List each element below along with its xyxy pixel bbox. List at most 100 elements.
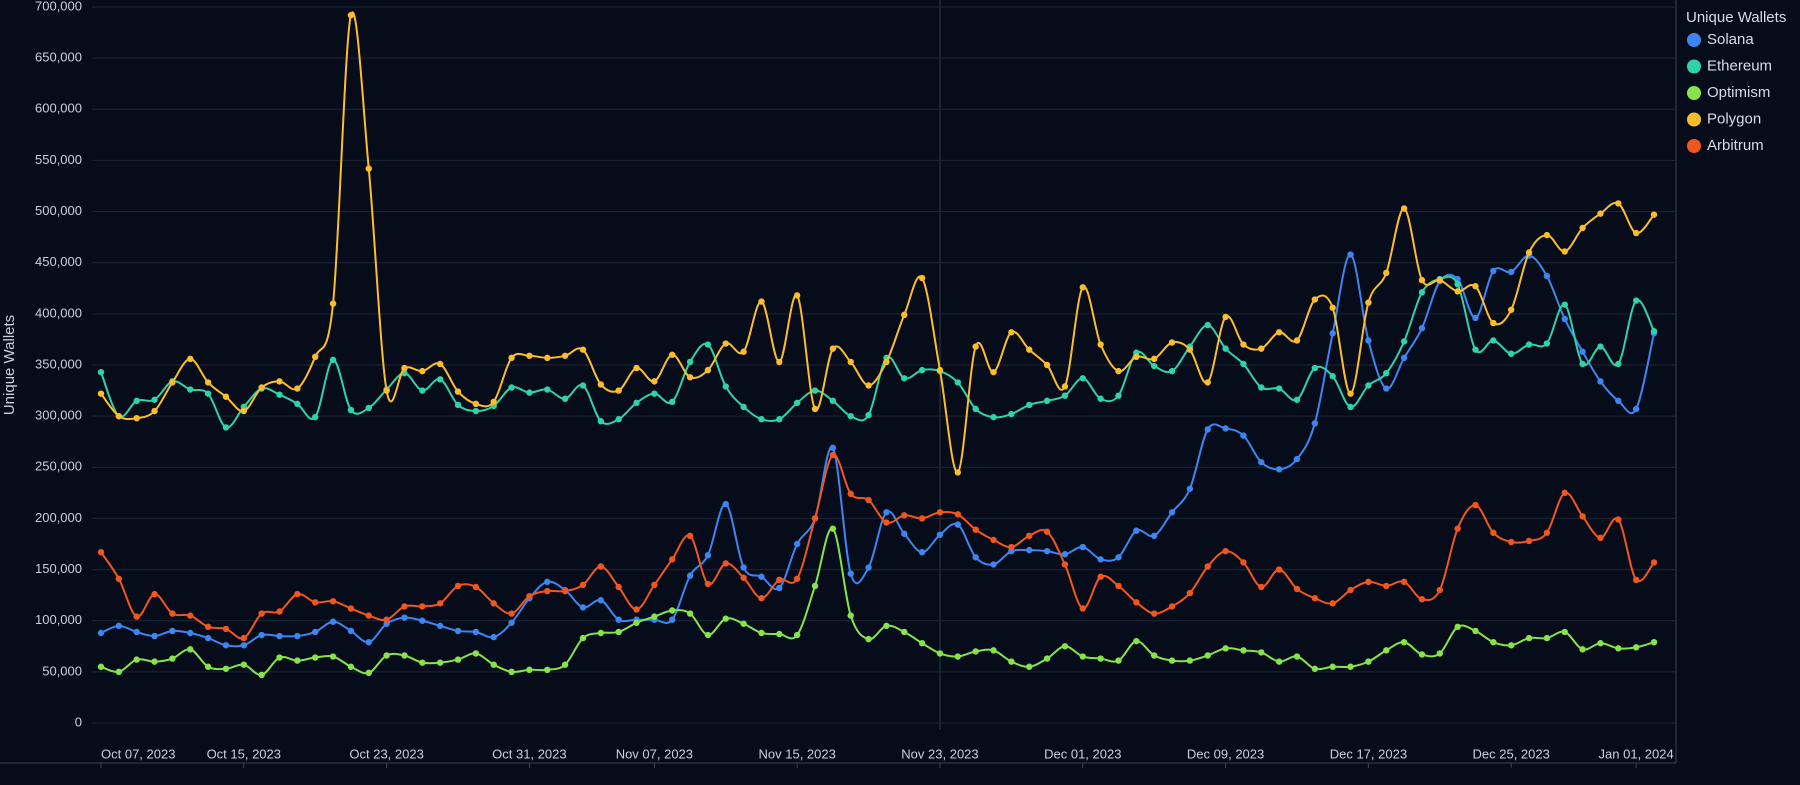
data-point bbox=[633, 399, 640, 407]
data-point bbox=[633, 619, 640, 626]
data-point bbox=[490, 600, 497, 607]
x-tick-label: Dec 09, 2023 bbox=[1187, 746, 1264, 761]
data-point bbox=[472, 407, 480, 415]
data-point bbox=[1650, 211, 1658, 218]
data-point bbox=[704, 580, 712, 588]
data-point bbox=[704, 341, 712, 348]
data-point bbox=[722, 560, 729, 567]
data-point bbox=[704, 552, 712, 559]
data-point bbox=[1079, 284, 1086, 291]
data-point bbox=[204, 663, 212, 670]
data-point bbox=[1293, 653, 1301, 660]
data-point bbox=[1222, 425, 1229, 432]
data-point bbox=[454, 388, 462, 395]
data-point bbox=[1579, 513, 1586, 520]
data-point bbox=[722, 340, 729, 347]
data-point bbox=[1150, 355, 1158, 363]
data-point bbox=[508, 354, 515, 362]
data-point bbox=[1311, 420, 1319, 427]
data-point bbox=[865, 382, 872, 389]
data-point bbox=[722, 615, 729, 622]
data-point bbox=[793, 631, 801, 639]
data-point bbox=[347, 11, 355, 19]
data-point bbox=[169, 379, 176, 386]
data-point bbox=[347, 605, 355, 612]
data-point bbox=[1204, 426, 1211, 433]
data-point bbox=[1240, 432, 1247, 439]
data-point bbox=[1186, 346, 1194, 353]
data-point bbox=[169, 610, 176, 617]
data-point bbox=[865, 564, 872, 571]
data-point bbox=[1026, 401, 1033, 409]
data-point bbox=[1133, 527, 1140, 534]
data-point bbox=[972, 554, 979, 561]
data-point bbox=[490, 661, 497, 668]
data-point bbox=[758, 416, 765, 423]
data-point bbox=[1150, 532, 1158, 540]
data-point bbox=[1507, 268, 1515, 276]
y-tick-label: 300,000 bbox=[35, 408, 82, 423]
data-point bbox=[1258, 345, 1265, 352]
data-point bbox=[276, 632, 283, 640]
data-point bbox=[1490, 529, 1497, 536]
data-point bbox=[133, 628, 140, 636]
data-point bbox=[1258, 583, 1265, 591]
data-point bbox=[454, 627, 462, 635]
data-point bbox=[1061, 383, 1069, 390]
data-point bbox=[686, 374, 694, 381]
data-point bbox=[776, 576, 783, 583]
data-point bbox=[1079, 543, 1086, 551]
data-point bbox=[1579, 224, 1586, 232]
data-point bbox=[1061, 392, 1069, 399]
data-point bbox=[1597, 640, 1604, 647]
data-point bbox=[1061, 561, 1069, 568]
data-point bbox=[1204, 652, 1211, 659]
data-point bbox=[1579, 348, 1586, 355]
data-point bbox=[615, 416, 622, 423]
data-point bbox=[1097, 573, 1104, 580]
data-point bbox=[1115, 367, 1122, 375]
data-point bbox=[1418, 276, 1426, 284]
data-point bbox=[1222, 345, 1229, 352]
data-point bbox=[187, 386, 194, 393]
data-point bbox=[490, 398, 497, 406]
x-tick-label: Oct 07, 2023 bbox=[101, 746, 175, 761]
data-point bbox=[1561, 315, 1568, 323]
data-point bbox=[686, 358, 694, 366]
data-point bbox=[1472, 501, 1479, 509]
data-point bbox=[651, 613, 658, 620]
data-point bbox=[1115, 657, 1122, 664]
legend-label: Polygon bbox=[1707, 110, 1761, 127]
data-point bbox=[1615, 360, 1622, 368]
data-point bbox=[1383, 369, 1390, 377]
data-point bbox=[222, 393, 230, 400]
legend-swatch bbox=[1687, 59, 1701, 74]
data-point bbox=[204, 634, 212, 642]
data-point bbox=[776, 416, 783, 423]
data-point bbox=[436, 659, 444, 666]
data-point bbox=[1008, 329, 1015, 336]
legend-swatch bbox=[1687, 112, 1701, 127]
data-point bbox=[97, 390, 105, 397]
data-point bbox=[829, 525, 837, 532]
data-point bbox=[508, 610, 515, 617]
legend-label: Solana bbox=[1707, 31, 1754, 48]
y-tick-label: 100,000 bbox=[35, 612, 82, 627]
data-point bbox=[1454, 280, 1461, 288]
data-point bbox=[436, 622, 444, 630]
data-point bbox=[454, 656, 462, 663]
data-point bbox=[1275, 385, 1283, 392]
data-point bbox=[294, 400, 301, 408]
data-point bbox=[1347, 586, 1354, 594]
data-point bbox=[847, 412, 854, 420]
data-point bbox=[383, 616, 390, 623]
data-point bbox=[365, 165, 372, 172]
data-point bbox=[954, 469, 962, 476]
data-point bbox=[776, 584, 783, 592]
data-point bbox=[312, 413, 319, 421]
data-point bbox=[1400, 638, 1408, 646]
data-point bbox=[419, 367, 426, 375]
data-point bbox=[1293, 337, 1301, 344]
data-point bbox=[740, 620, 747, 627]
data-point bbox=[722, 500, 729, 508]
